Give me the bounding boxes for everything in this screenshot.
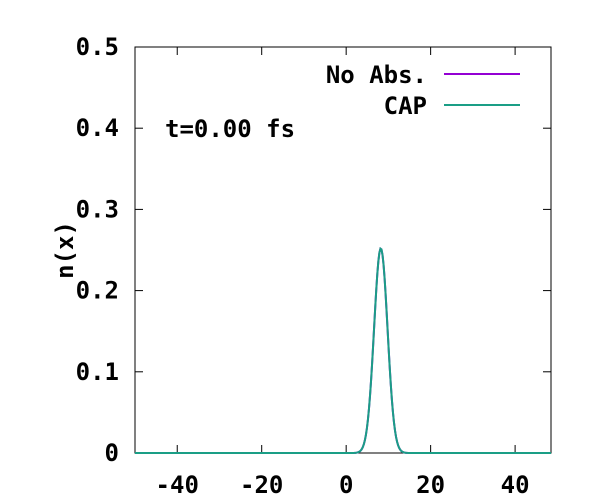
ticks: -40 -20 0 20 40 0 0.1 0.2 0.3 0.4 0.5	[76, 33, 551, 499]
x-tick-label: 20	[416, 471, 445, 499]
x-tick-label: 0	[339, 471, 353, 499]
y-tick-label: 0.5	[76, 33, 119, 61]
x-tick-label: -40	[156, 471, 199, 499]
legend-label-1: CAP	[384, 92, 427, 120]
y-axis-label: n(x)	[51, 221, 79, 279]
y-tick-label: 0.2	[76, 277, 119, 305]
legend: No Abs. CAP	[326, 61, 520, 120]
y-tick-label: 0	[105, 439, 119, 467]
plot-frame	[134, 46, 552, 454]
legend-label-0: No Abs.	[326, 61, 427, 89]
series-line-1	[135, 246, 551, 454]
time-annotation: t=0.00 fs	[165, 115, 295, 143]
x-tick-label: 40	[501, 471, 530, 499]
y-tick-label: 0.3	[76, 195, 119, 223]
y-tick-label: 0.4	[76, 114, 119, 142]
series-line-0	[135, 246, 551, 454]
x-tick-label: -20	[240, 471, 283, 499]
y-tick-label: 0.1	[76, 358, 119, 386]
series-group	[135, 246, 551, 454]
